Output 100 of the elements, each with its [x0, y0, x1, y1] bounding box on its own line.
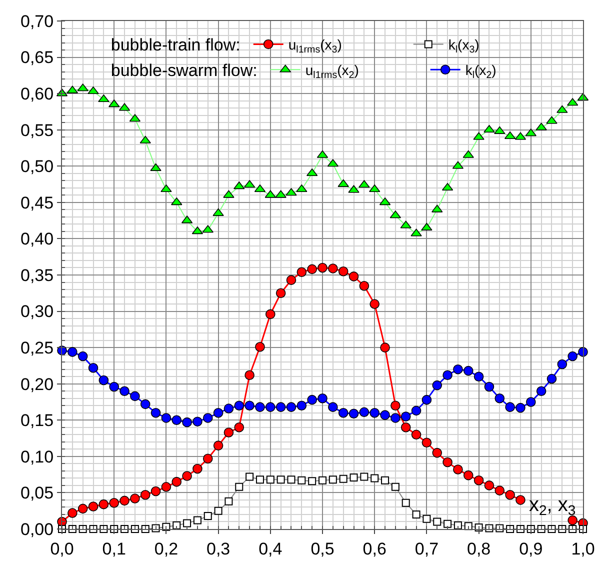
point: [359, 407, 370, 418]
y-tick-label: 0,30: [20, 302, 54, 322]
point: [391, 482, 400, 491]
point: [234, 400, 244, 411]
point: [255, 402, 265, 412]
y-tick-label: 0,20: [20, 374, 54, 394]
point: [296, 267, 307, 277]
point: [536, 386, 546, 396]
point: [411, 430, 422, 440]
point: [400, 412, 411, 422]
point: [348, 408, 359, 419]
point: [254, 184, 266, 192]
point: [494, 486, 505, 496]
point: [318, 262, 328, 273]
point: [474, 372, 484, 382]
point: [276, 402, 286, 412]
point: [213, 408, 224, 418]
point: [308, 477, 316, 486]
x-tick-label: 0,6: [362, 539, 386, 558]
point: [244, 370, 254, 380]
point: [568, 515, 578, 526]
point: [390, 400, 400, 411]
point: [422, 394, 432, 405]
y-tick-label: 0,40: [20, 230, 54, 249]
y-tick-label: 0,05: [20, 484, 54, 503]
point: [350, 473, 358, 482]
point: [307, 264, 317, 274]
point: [557, 359, 568, 370]
x-tick-label: 1,0: [571, 539, 595, 558]
legend-label: u$_{l1rms}$(x$_{2}$): [305, 62, 359, 82]
y-tick-label: 0,55: [20, 120, 54, 140]
point: [202, 454, 213, 464]
point: [140, 490, 150, 500]
point: [150, 486, 161, 496]
point: [287, 476, 296, 484]
point: [463, 366, 474, 376]
point: [422, 438, 432, 448]
legend-label: k$_{l}$(x$_{2}$): [465, 62, 496, 82]
point: [192, 464, 202, 474]
point: [338, 266, 348, 276]
point: [390, 413, 400, 423]
point: [444, 520, 452, 528]
legend-label: k$_{l}$(x$_{3}$): [448, 36, 480, 56]
point: [88, 86, 99, 94]
legend-label: u$_{l1rms}$(x$_{3}$): [288, 36, 342, 56]
y-tick-label: 0,00: [20, 520, 54, 539]
point: [183, 519, 192, 528]
point: [546, 374, 557, 384]
point: [276, 476, 285, 484]
point: [328, 476, 337, 484]
point: [442, 370, 452, 380]
point: [369, 184, 380, 192]
point: [484, 382, 494, 392]
point: [130, 391, 140, 402]
x-tick-label: 0,5: [310, 539, 334, 558]
point: [192, 416, 202, 426]
y-tick-label: 0,35: [20, 266, 54, 285]
point: [204, 512, 212, 520]
point: [296, 400, 307, 411]
point: [360, 472, 368, 481]
point: [516, 495, 526, 505]
point: [182, 471, 192, 481]
point: [255, 342, 265, 352]
point: [109, 382, 119, 392]
point: [88, 362, 98, 373]
point: [370, 408, 380, 418]
point: [298, 476, 306, 484]
point: [246, 472, 254, 481]
point: [484, 124, 495, 133]
x-tick-label: 0,9: [519, 539, 543, 558]
point: [161, 482, 172, 492]
point: [454, 521, 462, 530]
point: [463, 470, 474, 480]
x-tick-label: 0,4: [258, 539, 282, 558]
point: [381, 476, 390, 484]
point: [161, 413, 172, 423]
point: [505, 402, 515, 412]
point: [193, 516, 202, 524]
point: [68, 508, 78, 518]
point: [318, 476, 326, 484]
point: [202, 413, 213, 423]
point: [516, 402, 526, 413]
point: [266, 476, 274, 484]
point: [172, 415, 182, 426]
y-tick-label: 0,25: [20, 338, 54, 358]
point: [380, 410, 390, 420]
point: [213, 440, 224, 450]
point: [504, 131, 516, 140]
x-tick-label: 0,0: [50, 539, 74, 558]
annotation: bubble-swarm flow:: [110, 61, 258, 80]
point: [318, 393, 328, 404]
point: [339, 474, 348, 483]
point: [224, 497, 233, 506]
point: [526, 397, 536, 407]
point: [120, 386, 130, 396]
point: [474, 475, 484, 486]
x-tick-label: 0,7: [414, 539, 439, 558]
point: [172, 521, 181, 530]
point: [370, 299, 380, 309]
point: [380, 342, 390, 352]
